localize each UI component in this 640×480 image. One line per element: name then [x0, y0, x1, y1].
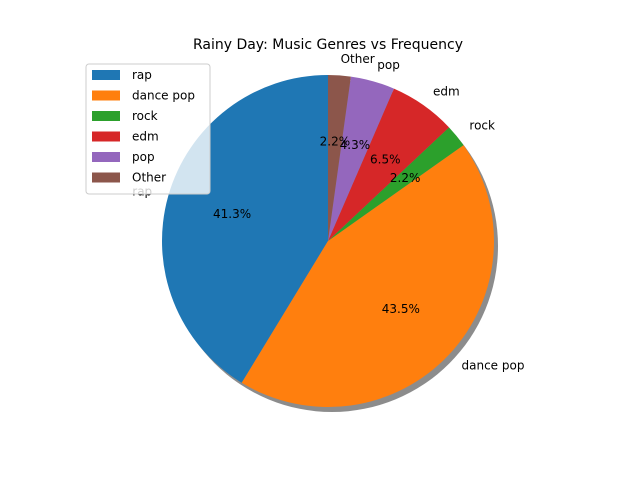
slice-dance-pop: [241, 145, 494, 408]
slice-pop: [328, 76, 394, 241]
percent-label-other: 2.2%: [320, 135, 351, 149]
legend: rap dance pop rock edm pop Other: [85, 63, 211, 195]
legend-swatch-pop: [92, 152, 120, 162]
chart-title: Rainy Day: Music Genres vs Frequency: [193, 37, 463, 53]
slice-label-other: Other: [341, 52, 375, 66]
legend-swatch-dance-pop: [92, 90, 120, 101]
legend-swatch-rock: [92, 111, 120, 121]
percent-labels: 41.3%43.5%2.2%6.5%4.3%2.2%: [213, 135, 420, 316]
legend-label-rock: rock: [132, 109, 158, 123]
slice-label-edm: edm: [433, 85, 460, 99]
percent-label-pop: 4.3%: [340, 138, 371, 152]
percent-label-rock: 2.2%: [390, 171, 421, 185]
legend-swatch-rap: [92, 70, 120, 80]
legend-label-other: Other: [132, 171, 166, 185]
legend-swatch-other: [92, 172, 120, 183]
slice-label-rock: rock: [469, 118, 495, 132]
slice-rock: [328, 127, 464, 241]
pie-slices: [162, 75, 494, 408]
legend-label-dance-pop: dance pop: [132, 89, 195, 103]
legend-label-rap: rap: [132, 68, 152, 82]
percent-label-rap: 41.3%: [213, 207, 251, 221]
legend-swatch-edm: [92, 131, 120, 142]
percent-label-dance-pop: 43.5%: [382, 302, 420, 316]
slice-edm: [328, 88, 450, 241]
legend-label-edm: edm: [132, 130, 159, 144]
slice-label-pop: pop: [377, 58, 400, 72]
slice-label-dance-pop: dance pop: [462, 359, 525, 373]
slice-other: [328, 75, 351, 241]
legend-label-pop: pop: [132, 150, 155, 164]
percent-label-edm: 6.5%: [370, 153, 401, 167]
